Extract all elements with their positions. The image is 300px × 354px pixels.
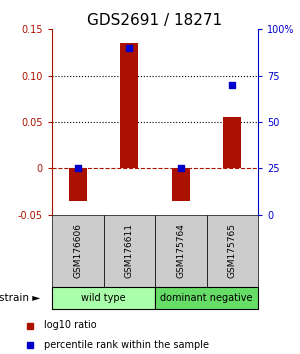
Bar xyxy=(52,215,104,287)
Bar xyxy=(172,169,190,201)
Title: GDS2691 / 18271: GDS2691 / 18271 xyxy=(87,13,223,28)
Text: GSM175765: GSM175765 xyxy=(228,223,237,278)
Text: GSM175764: GSM175764 xyxy=(176,223,185,278)
Bar xyxy=(120,43,138,169)
Text: wild type: wild type xyxy=(81,293,126,303)
Text: GSM176606: GSM176606 xyxy=(73,223,82,278)
Text: dominant negative: dominant negative xyxy=(160,293,253,303)
Bar xyxy=(223,118,241,169)
Bar xyxy=(52,287,155,309)
Bar xyxy=(155,215,206,287)
Point xyxy=(230,82,235,88)
Text: log10 ratio: log10 ratio xyxy=(44,320,97,331)
Bar xyxy=(69,169,87,201)
Bar xyxy=(206,215,258,287)
Point xyxy=(75,166,80,171)
Text: percentile rank within the sample: percentile rank within the sample xyxy=(44,339,209,349)
Text: strain ►: strain ► xyxy=(0,293,40,303)
Point xyxy=(127,45,132,51)
Bar xyxy=(155,287,258,309)
Bar xyxy=(103,215,155,287)
Text: GSM176611: GSM176611 xyxy=(125,223,134,278)
Point xyxy=(178,166,183,171)
